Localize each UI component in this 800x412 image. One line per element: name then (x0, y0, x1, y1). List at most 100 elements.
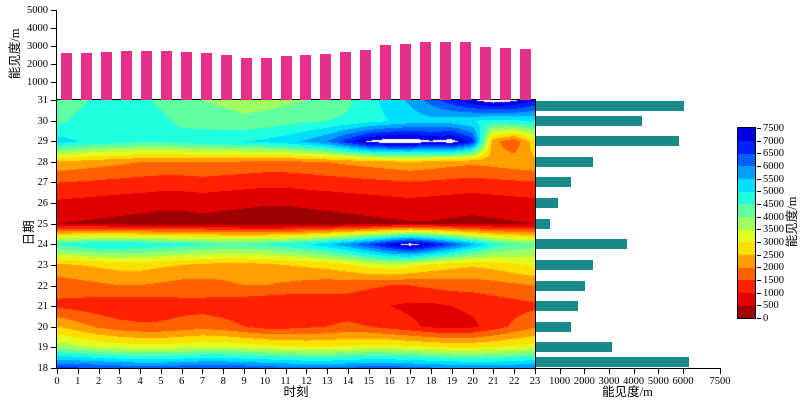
colorbar-frame (737, 127, 756, 319)
top-chart-y-tick (51, 10, 56, 11)
colorbar-tick (757, 178, 761, 180)
colorbar-segment (738, 204, 755, 218)
colorbar-segment (738, 267, 755, 281)
heatmap-x-tick-label: 12 (301, 376, 312, 387)
heatmap-x-tick (389, 369, 391, 374)
heatmap-y-tick (51, 306, 56, 308)
heatmap-x-tick-label: 2 (95, 376, 102, 387)
heatmap-x-tick-label: 21 (488, 376, 499, 387)
right-bar (536, 239, 628, 250)
heatmap-y-tick-label: 23 (37, 259, 49, 271)
heatmap-y-tick (51, 264, 56, 266)
heatmap-y-tick-label: 22 (37, 280, 49, 292)
heatmap-x-tick (57, 369, 58, 374)
heatmap-y-tick-label: 24 (37, 239, 49, 251)
top-chart-y-tick-label: 3000 (27, 41, 48, 52)
colorbar-tick-label: 6000 (763, 161, 784, 172)
top-bar (380, 45, 392, 100)
top-chart-y-tick-label: 1000 (27, 77, 48, 88)
heatmap-y-tick (51, 203, 56, 205)
right-bar (536, 156, 593, 167)
heatmap-x-tick-label: 23 (529, 376, 541, 387)
top-chart-y-axis-line (56, 10, 57, 100)
right-chart-x-tick-label: 1000 (549, 376, 571, 387)
colorbar-tick (757, 229, 761, 231)
heatmap-x-tick (223, 369, 225, 374)
colorbar-segment (738, 242, 755, 256)
heatmap-x-tick-label: 14 (342, 376, 354, 387)
top-bar (180, 52, 192, 100)
right-chart-x-tick (683, 369, 684, 374)
top-chart-y-tick (51, 64, 56, 65)
right-chart-x-tick-label: 5000 (647, 376, 669, 387)
top-bar (439, 42, 451, 100)
heatmap-x-tick (140, 369, 142, 374)
top-bar (240, 57, 252, 100)
colorbar-segment (738, 166, 755, 180)
heatmap-y-tick (51, 182, 56, 184)
heatmap-x-tick-label: 19 (446, 376, 458, 387)
heatmap-x-tick-label: 9 (241, 376, 247, 387)
heatmap-x-tick (77, 369, 79, 374)
top-bar (220, 55, 232, 100)
heatmap-x-tick (410, 369, 412, 374)
heatmap-x-tick (306, 369, 308, 374)
heatmap-x-tick-label: 6 (179, 376, 185, 387)
colorbar-segment (738, 128, 755, 142)
heatmap-y-tick-label: 27 (37, 177, 49, 189)
colorbar-tick-label: 2500 (763, 249, 784, 261)
heatmap-y-axis-title: 日期 (22, 220, 37, 246)
top-bar (200, 53, 212, 100)
right-chart-x-tick (633, 369, 635, 374)
right-chart-x-tick (658, 369, 660, 374)
top-chart-y-tick (51, 28, 56, 29)
right-bar (536, 321, 571, 332)
colorbar-segment (738, 178, 755, 192)
right-chart-x-tick (584, 369, 586, 374)
heatmap-y-tick (51, 100, 56, 101)
colorbar-tick (757, 292, 761, 294)
colorbar-tick-label: 4500 (763, 199, 784, 210)
heatmap-y-tick-label: 25 (37, 218, 49, 230)
right-chart-x-axis-line (536, 368, 721, 369)
top-bar (360, 49, 372, 100)
heatmap-x-tick-label: 17 (405, 376, 416, 387)
heatmap-x-tick-label: 4 (137, 376, 143, 387)
top-bar (101, 52, 113, 100)
right-bar (536, 357, 689, 367)
colorbar-tick-label: 500 (763, 300, 779, 312)
colorbar-tick (757, 216, 761, 218)
heatmap-y-tick-label: 29 (37, 136, 49, 148)
colorbar-tick (757, 204, 761, 205)
colorbar-tick (757, 128, 761, 129)
colorbar-segment (738, 191, 755, 205)
top-bar (81, 53, 93, 100)
heatmap-x-tick-label: 1 (75, 376, 81, 387)
heatmap-x-tick-label: 3 (116, 376, 122, 387)
right-chart-x-tick-label: 2000 (573, 376, 595, 387)
colorbar-segment (738, 153, 755, 167)
top-bar (280, 55, 292, 100)
heatmap-x-tick (535, 369, 536, 374)
right-bar (536, 115, 643, 126)
right-bar (536, 280, 586, 291)
heatmap-x-tick (244, 369, 246, 374)
heatmap-y-tick-label: 28 (37, 156, 49, 168)
colorbar-tick-label: 5000 (763, 186, 784, 198)
heatmap-x-tick-label: 15 (363, 376, 374, 387)
colorbar-tick (757, 242, 761, 243)
heatmap-x-tick-label: 8 (220, 376, 226, 387)
heatmap-x-tick-label: 22 (508, 376, 520, 387)
heatmap-x-tick (472, 369, 474, 374)
colorbar-tick-label: 1500 (763, 275, 784, 286)
top-chart-y-tick-label: 4000 (27, 23, 48, 34)
colorbar-tick (757, 267, 761, 269)
heatmap-y-tick (51, 141, 56, 143)
colorbar-segment (738, 292, 755, 306)
heatmap-y-tick-label: 26 (37, 198, 49, 210)
right-bar (536, 218, 550, 229)
top-chart-y-tick-label: 5000 (27, 5, 48, 16)
colorbar-segment (738, 305, 755, 319)
colorbar-tick (757, 153, 761, 155)
heatmap-x-tick (285, 369, 287, 374)
